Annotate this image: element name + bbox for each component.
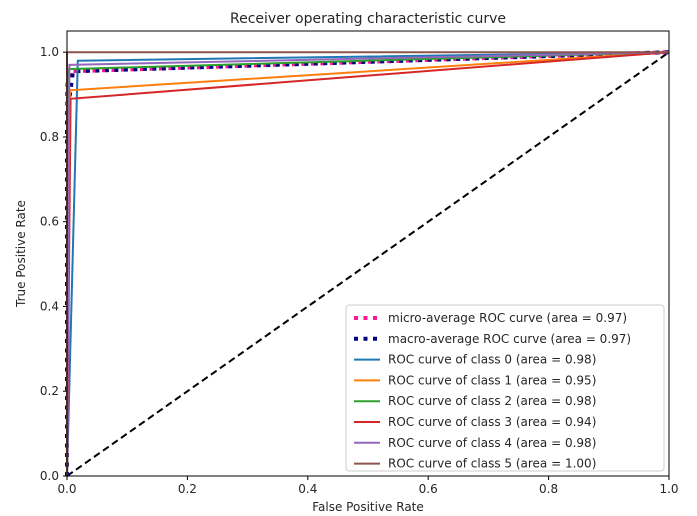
x-tick-label: 0.4 <box>298 482 317 496</box>
legend-label-7: ROC curve of class 5 (area = 1.00) <box>388 457 596 471</box>
x-axis: 0.0 0.2 0.4 0.6 0.8 1.0 <box>57 476 679 496</box>
series-line-0 <box>65 50 670 476</box>
legend-label-0: micro-average ROC curve (area = 0.97) <box>388 311 627 325</box>
y-tick-label: 0.8 <box>40 130 59 144</box>
x-tick-label: 1.0 <box>659 482 678 496</box>
legend-label-3: ROC curve of class 1 (area = 0.95) <box>388 373 596 387</box>
legend-label-2: ROC curve of class 0 (area = 0.98) <box>388 353 596 367</box>
chart-title: Receiver operating characteristic curve <box>230 11 506 27</box>
legend-label-4: ROC curve of class 2 (area = 0.98) <box>388 394 596 408</box>
chance-diagonal-line <box>66 51 670 477</box>
y-axis-label: True Positive Rate <box>14 200 28 308</box>
y-tick-label: 0.4 <box>40 299 59 313</box>
x-tick-label: 0.0 <box>57 482 76 496</box>
y-axis: 0.0 0.2 0.4 0.6 0.8 1.0 <box>40 45 67 483</box>
x-tick-label: 0.8 <box>539 482 558 496</box>
legend-label-6: ROC curve of class 4 (area = 0.98) <box>388 436 596 450</box>
legend-label-1: macro-average ROC curve (area = 0.97) <box>388 332 631 346</box>
y-tick-label: 1.0 <box>40 45 59 59</box>
x-axis-label: False Positive Rate <box>312 500 424 514</box>
y-tick-label: 0.2 <box>40 384 59 398</box>
legend-box <box>345 304 665 472</box>
plot-frame <box>66 30 670 477</box>
legend: micro-average ROC curve (area = 0.97) mac… <box>345 304 665 472</box>
y-tick-label: 0.0 <box>40 469 59 483</box>
x-tick-label: 0.6 <box>419 482 438 496</box>
series-line-2 <box>66 51 670 477</box>
y-tick-label: 0.6 <box>40 215 59 229</box>
x-tick-label: 0.2 <box>178 482 197 496</box>
legend-label-5: ROC curve of class 3 (area = 0.94) <box>388 415 596 429</box>
